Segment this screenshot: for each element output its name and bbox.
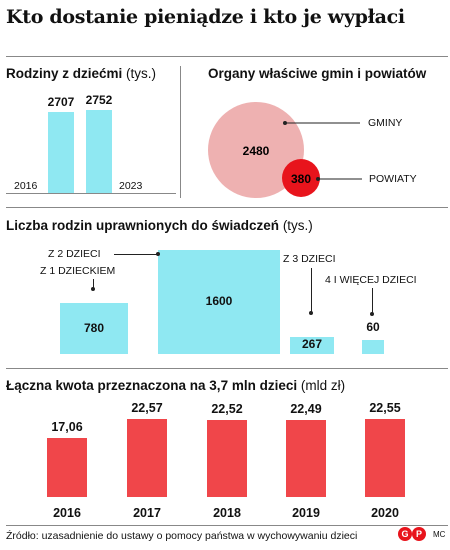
eligible-value-1: 1600 <box>205 294 233 308</box>
eligible-bar-3 <box>362 340 384 354</box>
families-baseline <box>6 193 176 194</box>
eligible-leader-dot-1 <box>156 252 160 256</box>
total-bar-2017 <box>127 419 167 497</box>
total-title-text: Łączna kwota przeznaczona na 3,7 mln dzi… <box>6 378 298 393</box>
families-unit: (tys.) <box>126 66 157 81</box>
total-value-2020: 22,55 <box>369 401 401 416</box>
author-initials: MC <box>433 530 446 539</box>
families-bar-2023 <box>86 110 112 193</box>
total-year-2020: 2020 <box>371 506 399 520</box>
families-bar-2016 <box>48 111 74 193</box>
total-value-2017: 22,57 <box>131 401 163 416</box>
eligible-value-3: 60 <box>366 320 380 334</box>
eligible-label-1: Z 2 DZIECI <box>48 248 101 260</box>
total-bar-2018 <box>207 419 247 497</box>
section1-divider <box>6 207 448 208</box>
total-year-2016: 2016 <box>53 506 81 520</box>
total-year-2017: 2017 <box>133 506 161 520</box>
eligible-bar-1 <box>158 250 280 354</box>
section2-divider <box>6 368 448 369</box>
families-value-2023: 2752 <box>85 93 113 108</box>
eligible-leader-2 <box>311 268 312 312</box>
total-unit: (mld zł) <box>300 378 346 393</box>
families-year-end: 2023 <box>119 180 143 192</box>
publisher-logo: G P <box>398 527 426 541</box>
total-value-2019: 22,49 <box>290 401 322 416</box>
eligible-unit: (tys.) <box>282 218 313 233</box>
eligible-title-text: Liczba rodzin uprawnionych do świadczeń <box>6 218 280 233</box>
gminy-leader-dot <box>283 121 287 125</box>
families-title-text: Rodziny z dziećmi <box>6 66 123 81</box>
total-bar-2020 <box>365 419 405 497</box>
organs-title: Organy właściwe gmin i powiatów <box>208 66 427 81</box>
eligible-leader-1 <box>114 254 158 255</box>
eligible-value-0: 780 <box>83 320 105 335</box>
eligible-leader-dot-0 <box>91 287 95 291</box>
families-year-start: 2016 <box>14 180 38 192</box>
gminy-label: GMINY <box>368 117 403 129</box>
gminy-bubble <box>208 102 304 198</box>
svg-text:P: P <box>416 529 422 539</box>
eligible-leader-dot-3 <box>370 312 374 316</box>
total-bar-2019 <box>286 419 326 497</box>
footer-divider <box>6 525 448 526</box>
eligible-label-0: Z 1 DZIECKIEM <box>40 265 116 277</box>
total-value-2016: 17,06 <box>51 420 83 435</box>
eligible-label-3: 4 I WIĘCEJ DZIECI <box>325 274 417 286</box>
svg-text:G: G <box>401 529 408 539</box>
eligible-bar-0 <box>60 303 128 354</box>
total-bar-2016 <box>47 438 87 497</box>
families-value-2016: 2707 <box>47 94 75 109</box>
title-divider <box>6 56 448 57</box>
gminy-value: 2480 <box>243 144 270 158</box>
total-title: Łączna kwota przeznaczona na 3,7 mln dzi… <box>6 378 345 393</box>
eligible-label-2: Z 3 DZIECI <box>283 253 336 265</box>
eligible-bar-2 <box>290 336 334 354</box>
section-divider-vertical <box>180 66 181 198</box>
organs-chart: 2480 380 <box>208 102 362 198</box>
page-title: Kto dostanie pieniądze i kto je wypłaci <box>6 6 405 28</box>
total-year-2019: 2019 <box>292 506 320 520</box>
eligible-value-2: 267 <box>301 337 323 352</box>
eligible-leader-dot-2 <box>309 311 313 315</box>
total-value-2018: 22,52 <box>211 401 243 416</box>
families-title: Rodziny z dziećmi (tys.) <box>6 66 156 81</box>
eligible-title: Liczba rodzin uprawnionych do świadczeń … <box>6 218 313 233</box>
powiaty-bubble <box>282 159 320 197</box>
eligible-leader-0 <box>93 279 94 288</box>
powiaty-value: 380 <box>291 172 311 186</box>
eligible-leader-3 <box>372 288 373 313</box>
source-note: Źródło: uzasadnienie do ustawy o pomocy … <box>6 530 358 542</box>
powiaty-leader-dot <box>316 177 320 181</box>
total-year-2018: 2018 <box>213 506 241 520</box>
powiaty-label: POWIATY <box>369 173 417 185</box>
